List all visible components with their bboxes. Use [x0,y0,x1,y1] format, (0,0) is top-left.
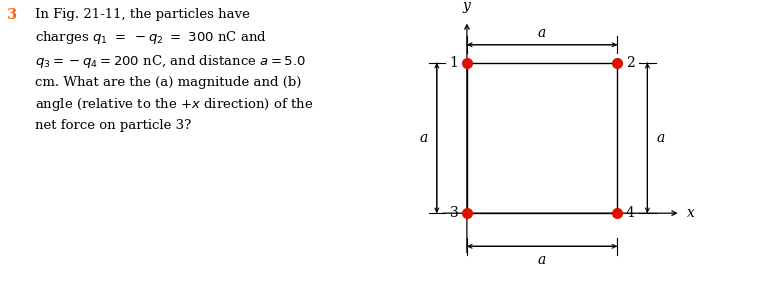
Text: a: a [656,131,665,145]
Text: a: a [538,26,547,40]
Text: 3: 3 [7,8,17,23]
Text: 1: 1 [449,56,459,70]
Text: a: a [419,131,428,145]
Text: 3: 3 [449,206,459,220]
Text: 2: 2 [625,56,634,70]
Text: 4: 4 [625,206,634,220]
Text: y: y [463,0,471,13]
Text: a: a [538,253,547,267]
Text: In Fig. 21-11, the particles have
charges $q_1\ =\ -q_2\ =\ 300$ nC and
$q_3 = -: In Fig. 21-11, the particles have charge… [36,8,314,132]
Text: x: x [687,206,694,220]
